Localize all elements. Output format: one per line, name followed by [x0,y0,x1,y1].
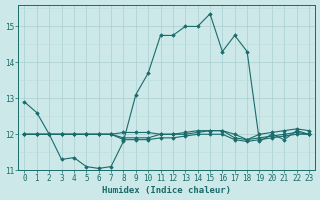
X-axis label: Humidex (Indice chaleur): Humidex (Indice chaleur) [102,186,231,195]
